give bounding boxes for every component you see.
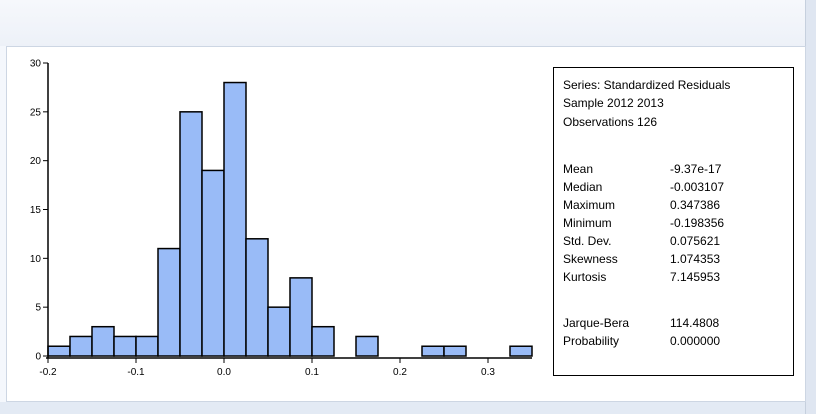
stat-row-skewness: Skewness 1.074353: [563, 252, 788, 267]
stat-row-kurtosis: Kurtosis 7.145953: [563, 270, 788, 285]
y-tick-label: 5: [35, 303, 41, 314]
stat-value: 1.074353: [670, 252, 721, 266]
ticks: 0 5 10 15 20 25 30 -0.2 -0.1 0.0 0.1 0.2 0.3: [30, 59, 496, 379]
x-tick-label: -0.1: [127, 367, 145, 378]
stat-value: 0.075621: [670, 234, 721, 248]
series-name: Series: Standardized Residuals: [563, 78, 731, 92]
stat-value: 0.347386: [670, 198, 721, 212]
histogram-bars: [47, 81, 533, 357]
stat-label: Minimum: [563, 216, 612, 230]
stat-row-mean: Mean -9.37e-17: [563, 162, 788, 177]
x-tick-label: 0.3: [481, 367, 495, 378]
histogram-bar-2: [91, 325, 115, 357]
stat-label: Probability: [563, 334, 620, 348]
histogram-bar-9: [245, 238, 269, 357]
x-tick-label: 0.2: [393, 367, 407, 378]
histogram-bar-8: [223, 81, 247, 357]
y-tick-label: 20: [30, 156, 42, 167]
stat-row-median: Median -0.003107: [563, 180, 788, 195]
y-tick-label: 25: [30, 107, 42, 118]
histogram-bar-1: [69, 335, 93, 357]
sample-range: Sample 2012 2013: [563, 96, 664, 110]
histogram-bar-4: [135, 335, 159, 357]
stat-label: Skewness: [563, 252, 618, 266]
window-bottom-edge: [0, 402, 805, 414]
y-tick-label: 0: [35, 352, 41, 363]
stat-label: Maximum: [563, 198, 616, 212]
histogram-bar-7: [201, 169, 225, 357]
stat-row-maximum: Maximum 0.347386: [563, 198, 788, 213]
window-top-area: [0, 0, 805, 46]
histogram-bar-12: [311, 325, 335, 357]
histogram-bar-21: [509, 345, 533, 357]
histogram-bar-5: [157, 247, 181, 357]
stat-label: Jarque-Bera: [563, 316, 630, 330]
histogram-bar-0: [47, 345, 71, 357]
observations-count: Observations 126: [563, 115, 658, 129]
x-tick-label: -0.2: [39, 367, 57, 378]
y-tick-label: 15: [30, 205, 42, 216]
y-tick-label: 30: [30, 59, 42, 70]
stat-value: -9.37e-17: [670, 162, 722, 176]
stat-value: 0.000000: [670, 334, 721, 348]
stat-value: 7.145953: [670, 270, 721, 284]
stat-label: Kurtosis: [563, 270, 607, 284]
histogram-bar-14: [355, 335, 379, 357]
statistics-panel: Series: Standardized Residuals Sample 20…: [553, 67, 794, 376]
stat-label: Mean: [563, 162, 594, 176]
stat-value: -0.198356: [670, 216, 725, 230]
stat-label: Median: [563, 180, 603, 194]
stat-row-jarque-bera: Jarque-Bera 114.4808: [563, 316, 788, 331]
stat-row-probability: Probability 0.000000: [563, 334, 788, 349]
stat-row-std-dev: Std. Dev. 0.075621: [563, 234, 788, 249]
y-tick-label: 10: [30, 254, 42, 265]
x-tick-label: 0.0: [217, 367, 231, 378]
stat-value: -0.003107: [670, 180, 725, 194]
histogram-bar-10: [267, 306, 291, 357]
histogram-bar-11: [289, 277, 313, 357]
stat-value: 114.4808: [670, 316, 720, 330]
stat-row-minimum: Minimum -0.198356: [563, 216, 788, 231]
histogram-bar-18: [443, 345, 467, 357]
histogram-bar-17: [421, 345, 445, 357]
histogram-bar-3: [113, 335, 137, 357]
x-tick-label: 0.1: [305, 367, 319, 378]
stat-label: Std. Dev.: [563, 234, 612, 248]
histogram-bar-6: [179, 111, 203, 357]
